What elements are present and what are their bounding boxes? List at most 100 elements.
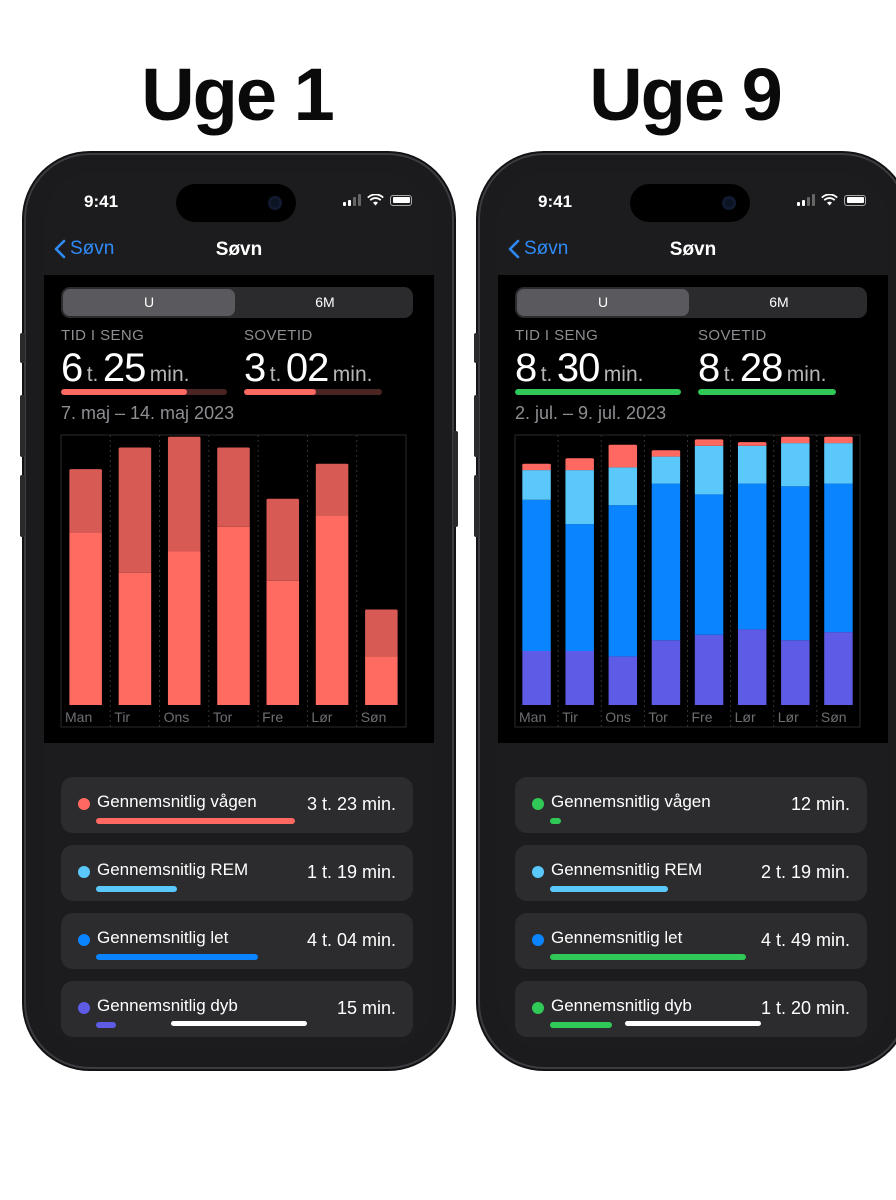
power-button xyxy=(453,431,458,527)
chart-bar-segment xyxy=(365,656,398,705)
back-label: Søvn xyxy=(70,238,115,259)
average-bar xyxy=(550,1022,612,1028)
chart-bar-cap xyxy=(118,447,152,451)
home-indicator[interactable] xyxy=(171,1021,307,1026)
chart-tick-label: Tor xyxy=(213,709,233,725)
phone-frame: 9:41 Søvn Søvn xyxy=(474,155,896,1067)
chart-frame xyxy=(60,434,407,728)
chart-bar-cap xyxy=(365,609,398,613)
chart-bar-segment xyxy=(608,445,638,468)
back-label: Søvn xyxy=(524,238,569,259)
average-bar xyxy=(96,818,295,824)
chart-bar-segment xyxy=(266,499,300,581)
status-time: 9:41 xyxy=(84,192,119,211)
sleep-time-stat: SOVETID 8 t. 28 min. xyxy=(698,327,826,391)
stat-hours-unit: t. xyxy=(540,363,553,386)
chart-tick-label: Lør xyxy=(311,709,332,725)
chart-tick-label: Søn xyxy=(361,709,387,725)
average-label: Gennemsnitlig let xyxy=(97,928,229,947)
stat-value: 3 t. 02 min. xyxy=(244,346,372,391)
stat-minutes: 02 xyxy=(285,346,329,390)
stat-progress-fill xyxy=(698,389,836,395)
chart-tick-label: Fre xyxy=(692,709,713,725)
chart-bar-segment xyxy=(824,443,853,484)
segment-6-months[interactable]: 6M xyxy=(315,294,335,310)
average-row[interactable]: Gennemsnitlig REM 2 t. 19 min. xyxy=(515,845,867,901)
average-row[interactable]: Gennemsnitlig vågen 12 min. xyxy=(515,777,867,833)
chart-bar-cap xyxy=(217,447,250,451)
volume-down-button xyxy=(20,475,25,537)
chart-bar-cap xyxy=(608,444,638,448)
average-bar xyxy=(96,1022,116,1028)
chart-bar-cap xyxy=(167,436,201,440)
chart-bar-cap xyxy=(781,436,810,440)
chart-bar-segment xyxy=(781,437,810,444)
chart-bar-segment xyxy=(315,516,349,705)
average-value: 1 t. 20 min. xyxy=(760,998,850,1018)
stat-label: SOVETID xyxy=(244,327,313,344)
chart-bar-segment xyxy=(651,451,681,457)
segment-6-months[interactable]: 6M xyxy=(769,294,789,310)
stat-progress-bar xyxy=(61,389,227,395)
back-button[interactable]: Søvn xyxy=(508,238,568,260)
average-row[interactable]: Gennemsnitlig let 4 t. 49 min. xyxy=(515,913,867,969)
stat-label: TID I SENG xyxy=(515,327,599,344)
chart-bar-segment xyxy=(69,470,102,533)
back-button[interactable]: Søvn xyxy=(54,238,114,260)
chart-bar-segment xyxy=(522,499,551,651)
stat-minutes-unit: min. xyxy=(149,363,190,386)
period-segmented-control: U 6M xyxy=(515,287,867,318)
average-row[interactable]: Gennemsnitlig let 4 t. 04 min. xyxy=(61,913,413,969)
legend-dot xyxy=(78,798,90,810)
segment-week[interactable]: U xyxy=(517,289,689,316)
segment-week[interactable]: U xyxy=(63,289,235,316)
chart-bar-segment xyxy=(737,483,767,630)
stat-progress-fill xyxy=(61,389,188,395)
average-label: Gennemsnitlig REM xyxy=(97,860,249,879)
camera-icon xyxy=(722,196,736,210)
chart-bar-cap xyxy=(565,458,594,462)
chart-bar-segment xyxy=(69,532,102,705)
average-bar xyxy=(96,954,258,960)
stat-hours-unit: t. xyxy=(86,363,99,386)
average-value: 15 min. xyxy=(336,998,396,1018)
stat-hours-unit: t. xyxy=(723,363,736,386)
phone-frame: 9:41 Søvn Søvn xyxy=(20,155,458,1067)
status-time: 9:41 xyxy=(538,192,573,211)
chart-bar-segment xyxy=(217,526,250,705)
average-row[interactable]: Gennemsnitlig vågen 3 t. 23 min. xyxy=(61,777,413,833)
stat-value: 8 t. 30 min. xyxy=(515,346,643,391)
status-icons xyxy=(797,194,866,206)
chart-section: U 6M TID I SENG 8 t. 30 min. xyxy=(498,275,888,743)
average-value: 1 t. 19 min. xyxy=(306,862,396,882)
chart-tick-label: Tor xyxy=(648,709,668,725)
average-row[interactable]: Gennemsnitlig dyb 1 t. 20 min. xyxy=(515,981,867,1037)
chart-bar-segment xyxy=(694,634,724,705)
chart-bar-cap xyxy=(824,436,853,440)
sleep-time-stat: SOVETID 3 t. 02 min. xyxy=(244,327,372,391)
average-label: Gennemsnitlig vågen xyxy=(551,792,711,811)
stat-value: 6 t. 25 min. xyxy=(61,346,189,391)
chart-tick-label: Tir xyxy=(114,709,130,725)
nav-bar: Søvn Søvn xyxy=(498,230,888,274)
chart-tick-label: Lør xyxy=(778,709,799,725)
average-bar xyxy=(96,886,177,892)
home-indicator[interactable] xyxy=(625,1021,761,1026)
stat-minutes-unit: min. xyxy=(603,363,644,386)
dynamic-island xyxy=(630,184,750,222)
stat-hours: 8 xyxy=(515,346,537,390)
legend-dot xyxy=(78,1002,90,1014)
legend-dot xyxy=(532,1002,544,1014)
chart-bar-segment xyxy=(565,524,594,651)
average-bar xyxy=(550,954,746,960)
chart-bar-segment xyxy=(608,505,638,657)
chart-section: U 6M TID I SENG 6 t. 25 min. xyxy=(44,275,434,743)
chart-bar-segment xyxy=(522,470,551,500)
nav-bar: Søvn Søvn xyxy=(44,230,434,274)
average-row[interactable]: Gennemsnitlig REM 1 t. 19 min. xyxy=(61,845,413,901)
average-row[interactable]: Gennemsnitlig dyb 15 min. xyxy=(61,981,413,1037)
stat-minutes-unit: min. xyxy=(332,363,373,386)
legend-dot xyxy=(532,866,544,878)
chart-tick-label: Man xyxy=(65,709,92,725)
chart-bar-segment xyxy=(694,445,724,495)
